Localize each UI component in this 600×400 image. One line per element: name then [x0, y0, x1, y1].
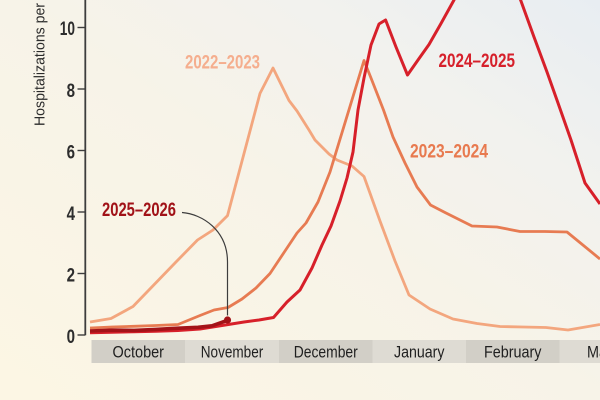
svg-text:2025–2026: 2025–2026 — [102, 200, 176, 221]
svg-text:2: 2 — [67, 266, 75, 287]
svg-text:January: January — [394, 344, 445, 362]
svg-text:8: 8 — [67, 81, 75, 102]
svg-text:December: December — [294, 344, 358, 362]
svg-text:6: 6 — [67, 143, 75, 164]
svg-text:10: 10 — [60, 19, 75, 40]
svg-text:Hospitalizations per: Hospitalizations per — [33, 3, 49, 126]
svg-text:2024–2025: 2024–2025 — [439, 51, 516, 72]
svg-text:4: 4 — [67, 204, 76, 225]
svg-text:0: 0 — [67, 327, 75, 348]
svg-text:March: March — [587, 344, 600, 362]
svg-text:February: February — [484, 344, 542, 362]
svg-text:2022–2023: 2022–2023 — [185, 53, 260, 74]
svg-text:October: October — [113, 344, 165, 362]
svg-text:November: November — [201, 344, 264, 362]
svg-text:2023–2024: 2023–2024 — [410, 142, 488, 163]
